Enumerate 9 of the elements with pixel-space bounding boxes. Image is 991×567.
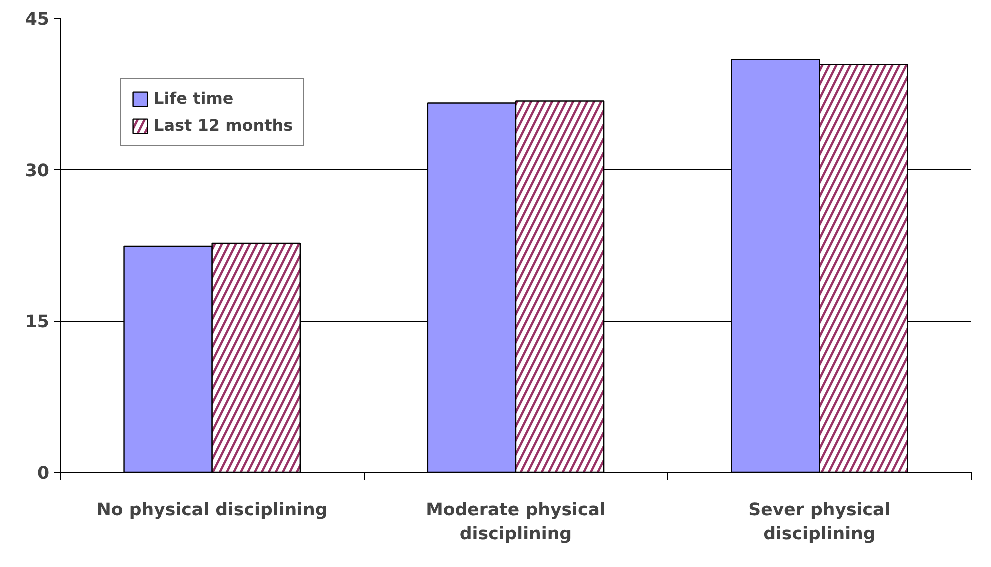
x-tick-label: No physical disciplining <box>96 500 328 520</box>
y-tick-label: 15 <box>25 312 50 333</box>
x-tick-label: Moderate physical disciplining <box>426 500 606 544</box>
legend-label: Life time <box>154 89 234 108</box>
x-tick-label: Sever physical disciplining <box>748 500 891 544</box>
legend-label: Last 12 months <box>154 116 294 135</box>
y-tick-label: 45 <box>25 10 50 30</box>
y-tick-label: 0 <box>37 464 50 484</box>
y-tick-label: 30 <box>25 161 50 182</box>
